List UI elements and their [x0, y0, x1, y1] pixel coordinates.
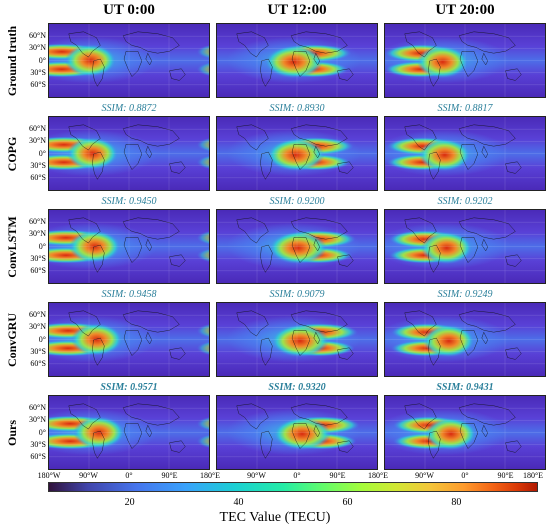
longitude-tick: 180°E [199, 471, 221, 480]
ssim-label: SSIM: 0.9200 [269, 196, 325, 207]
ssim-label: SSIM: 0.9079 [269, 289, 325, 300]
latitude-tick: 60°N [29, 123, 46, 133]
tec-map-panel [48, 209, 210, 284]
row-label: Ours [5, 419, 19, 446]
latitude-tick: 0° [38, 55, 46, 65]
column-title: UT 0:00 [103, 2, 155, 18]
latitude-tick: 30°S [30, 254, 46, 264]
column-title: UT 20:00 [435, 2, 495, 18]
row-label: COPG [5, 136, 19, 171]
longitude-tick: 90°E [329, 471, 346, 480]
ssim-label: SSIM: 0.8872 [101, 103, 157, 114]
tec-map-panel [48, 23, 210, 98]
latitude-tick: 60°N [29, 216, 46, 226]
longitude-tick: 90°W [247, 471, 266, 480]
tec-map-panel [48, 302, 210, 377]
latitude-tick: 30°N [29, 228, 46, 238]
colorbar-tick: 40 [233, 497, 244, 508]
latitude-tick: 60°S [30, 266, 46, 276]
colorbar-tick: 20 [124, 497, 135, 508]
longitude-tick: 90°E [161, 471, 178, 480]
tec-map-panel [48, 395, 210, 470]
longitude-tick: 90°W [79, 471, 98, 480]
ssim-label: SSIM: 0.9249 [437, 289, 493, 300]
ssim-label: SSIM: 0.9202 [437, 196, 493, 207]
latitude-tick: 60°S [30, 80, 46, 90]
latitude-tick: 30°N [29, 414, 46, 424]
tec-map-panel [216, 116, 378, 191]
row-label: Ground truth [5, 25, 19, 96]
latitude-tick: 60°S [30, 359, 46, 369]
latitude-tick: 60°S [30, 452, 46, 462]
ssim-label: SSIM: 0.9320 [268, 382, 326, 393]
ssim-label: SSIM: 0.8817 [437, 103, 493, 114]
latitude-tick: 30°N [29, 321, 46, 331]
latitude-tick: 30°S [30, 68, 46, 78]
ssim-label: SSIM: 0.9431 [436, 382, 494, 393]
longitude-tick: 180°W [37, 471, 61, 480]
longitude-tick: 0° [461, 471, 469, 480]
longitude-tick: 180°E [367, 471, 389, 480]
latitude-tick: 60°N [29, 402, 46, 412]
latitude-tick: 30°S [30, 347, 46, 357]
latitude-tick: 0° [38, 241, 46, 251]
longitude-tick: 0° [125, 471, 133, 480]
tec-map-panel [384, 23, 546, 98]
tec-map-panel [384, 395, 546, 470]
tec-map-panel [216, 23, 378, 98]
ssim-label: SSIM: 0.9450 [101, 196, 157, 207]
latitude-tick: 0° [38, 334, 46, 344]
tec-map-panel [216, 302, 378, 377]
latitude-tick: 60°S [30, 173, 46, 183]
latitude-tick: 0° [38, 427, 46, 437]
latitude-tick: 30°N [29, 42, 46, 52]
latitude-tick: 30°N [29, 135, 46, 145]
column-title: UT 12:00 [267, 2, 327, 18]
colorbar-label: TEC Value (TECU) [219, 510, 331, 525]
latitude-tick: 60°N [29, 309, 46, 319]
colorbar [48, 482, 538, 492]
colorbar-tick: 80 [451, 497, 462, 508]
latitude-tick: 30°S [30, 440, 46, 450]
latitude-tick: 0° [38, 148, 46, 158]
longitude-tick: 180°E [522, 471, 544, 480]
ssim-label: SSIM: 0.9458 [101, 289, 157, 300]
row-label: ConvGRU [5, 312, 19, 367]
tec-map-panel [384, 116, 546, 191]
colorbar-tick: 60 [342, 497, 353, 508]
ssim-label: SSIM: 0.8930 [269, 103, 325, 114]
ssim-label: SSIM: 0.9571 [100, 382, 158, 393]
tec-map-panel [216, 209, 378, 284]
row-label: ConvLSTM [5, 215, 19, 278]
longitude-tick: 0° [293, 471, 301, 480]
latitude-tick: 30°S [30, 161, 46, 171]
longitude-tick: 90°E [497, 471, 514, 480]
tec-map-panel [384, 209, 546, 284]
tec-map-panel [384, 302, 546, 377]
longitude-tick: 90°W [415, 471, 434, 480]
tec-map-panel [48, 116, 210, 191]
latitude-tick: 60°N [29, 30, 46, 40]
tec-map-panel [216, 395, 378, 470]
